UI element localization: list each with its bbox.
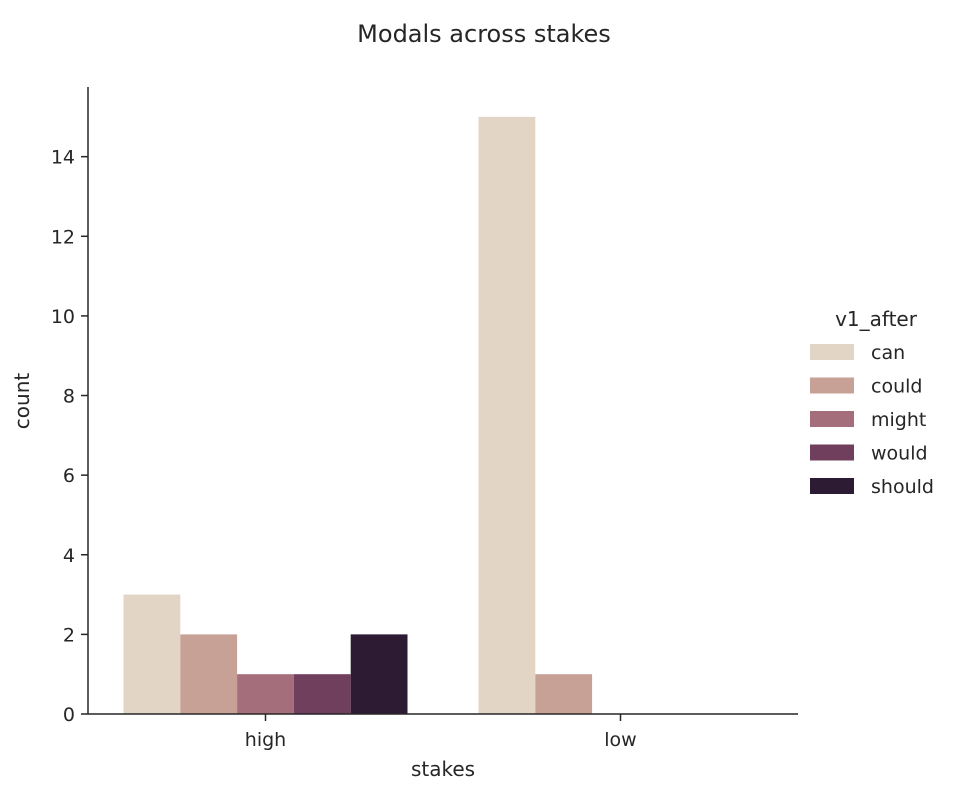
y-tick-label: 8 [63,386,75,408]
bar-low-could [535,674,593,714]
legend-swatch-should [810,478,854,494]
legend: v1_after can could might would should [810,307,934,498]
y-tick-label: 2 [63,624,75,646]
y-tick-label: 4 [63,545,75,567]
bar-high-might [237,674,294,714]
bars-layer [123,116,593,715]
legend-label-could: could [871,376,922,398]
bar-high-could [180,634,238,714]
x-ticks: high low [245,714,637,751]
y-tick-label: 0 [63,704,75,726]
legend-label-can: can [871,342,905,364]
legend-title: v1_after [835,307,918,331]
legend-swatch-could [810,377,854,394]
bar-high-can [123,594,181,714]
bar-high-should [350,634,408,714]
y-tick-label: 6 [63,465,75,487]
legend-swatch-might [810,411,854,427]
legend-swatch-would [810,444,854,461]
y-ticks: 0 2 4 6 8 10 12 14 [51,147,88,726]
bar-high-would [293,674,351,714]
bar-low-can [478,116,536,715]
y-tick-label: 10 [51,306,75,328]
x-tick-label: high [245,729,286,751]
y-tick-label: 14 [51,147,75,169]
y-axis-label: count [10,373,34,430]
x-axis-label: stakes [411,757,475,781]
legend-swatch-can [810,344,854,360]
legend-label-would: would [871,443,928,465]
x-tick-label: low [604,729,636,751]
legend-label-should: should [871,476,934,498]
legend-label-might: might [871,409,926,431]
legend-items: can could might would should [810,342,934,498]
y-tick-label: 12 [51,226,75,248]
chart-title: Modals across stakes [357,20,611,48]
